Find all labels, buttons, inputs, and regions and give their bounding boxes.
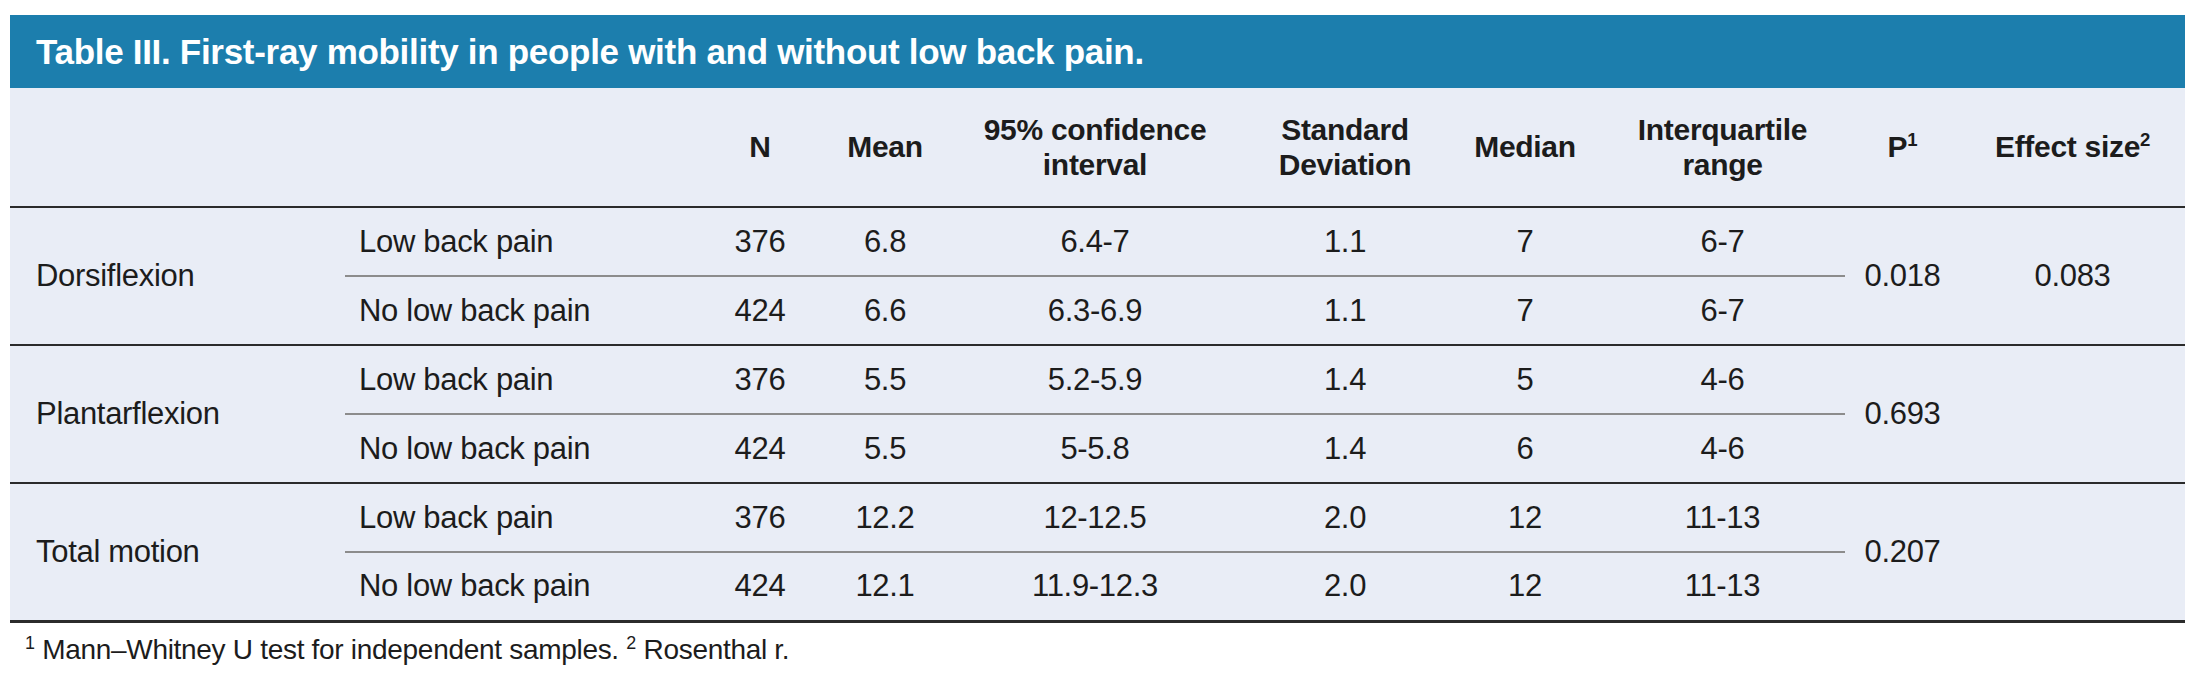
table-row: Dorsiflexion Low back pain 376 6.8 6.4-7… [10, 207, 2185, 276]
ci-cell: 11.9-12.3 [950, 552, 1240, 621]
iqr-cell: 4-6 [1600, 414, 1845, 483]
group-label-total-motion: Total motion [10, 483, 345, 621]
footnote-text-2: Rosenthal r. [643, 634, 789, 665]
effect-size-cell: 0.083 [1960, 207, 2185, 345]
ci-cell: 5.2-5.9 [950, 345, 1240, 414]
condition-cell: Low back pain [345, 207, 700, 276]
data-table: N Mean 95% confidence interval Standard … [10, 88, 2185, 623]
footnote-superscript-1: 1 [25, 632, 35, 652]
mean-cell: 12.2 [820, 483, 950, 552]
n-cell: 376 [700, 483, 820, 552]
median-cell: 12 [1450, 483, 1600, 552]
iqr-cell: 6-7 [1600, 207, 1845, 276]
iqr-cell: 11-13 [1600, 483, 1845, 552]
sd-cell: 1.4 [1240, 414, 1450, 483]
n-cell: 424 [700, 552, 820, 621]
sd-cell: 2.0 [1240, 483, 1450, 552]
header-spacer-group [10, 88, 345, 207]
header-effect-label: Effect size [1995, 130, 2140, 163]
table-title-bar: Table III. First-ray mobility in people … [10, 15, 2185, 88]
n-cell: 424 [700, 414, 820, 483]
condition-cell: Low back pain [345, 483, 700, 552]
n-cell: 424 [700, 276, 820, 345]
median-cell: 6 [1450, 414, 1600, 483]
table-row: Total motion Low back pain 376 12.2 12-1… [10, 483, 2185, 552]
ci-cell: 5-5.8 [950, 414, 1240, 483]
ci-cell: 6.3-6.9 [950, 276, 1240, 345]
iqr-cell: 11-13 [1600, 552, 1845, 621]
header-spacer-condition [345, 88, 700, 207]
sd-cell: 2.0 [1240, 552, 1450, 621]
effect-size-cell [1960, 345, 2185, 483]
condition-cell: No low back pain [345, 276, 700, 345]
p-value-cell: 0.018 [1845, 207, 1960, 345]
header-median: Median [1450, 88, 1600, 207]
median-cell: 5 [1450, 345, 1600, 414]
header-interquartile-range: Interquartile range [1600, 88, 1845, 207]
header-mean: Mean [820, 88, 950, 207]
group-label-dorsiflexion: Dorsiflexion [10, 207, 345, 345]
median-cell: 12 [1450, 552, 1600, 621]
iqr-cell: 4-6 [1600, 345, 1845, 414]
footnote-superscript-2: 2 [626, 632, 636, 652]
sd-cell: 1.1 [1240, 207, 1450, 276]
iqr-cell: 6-7 [1600, 276, 1845, 345]
footnote: 1 Mann–Whitney U test for independent sa… [10, 634, 2185, 666]
p-value-cell: 0.693 [1845, 345, 1960, 483]
n-cell: 376 [700, 345, 820, 414]
header-row: N Mean 95% confidence interval Standard … [10, 88, 2185, 207]
header-p-value: P1 [1845, 88, 1960, 207]
mean-cell: 6.8 [820, 207, 950, 276]
median-cell: 7 [1450, 276, 1600, 345]
condition-cell: No low back pain [345, 414, 700, 483]
sd-cell: 1.1 [1240, 276, 1450, 345]
ci-cell: 6.4-7 [950, 207, 1240, 276]
ci-cell: 12-12.5 [950, 483, 1240, 552]
mean-cell: 5.5 [820, 345, 950, 414]
footnote-text-1: Mann–Whitney U test for independent samp… [42, 634, 619, 665]
header-n: N [700, 88, 820, 207]
condition-cell: Low back pain [345, 345, 700, 414]
table-card: Table III. First-ray mobility in people … [10, 15, 2185, 666]
header-effect-size: Effect size2 [1960, 88, 2185, 207]
table-row: Plantarflexion Low back pain 376 5.5 5.2… [10, 345, 2185, 414]
mean-cell: 12.1 [820, 552, 950, 621]
header-standard-deviation: Standard Deviation [1240, 88, 1450, 207]
p-value-cell: 0.207 [1845, 483, 1960, 621]
header-confidence-interval: 95% confidence interval [950, 88, 1240, 207]
header-effect-superscript: 2 [2140, 129, 2150, 150]
header-p-superscript: 1 [1907, 129, 1917, 150]
table-title: Table III. First-ray mobility in people … [36, 32, 1144, 72]
mean-cell: 6.6 [820, 276, 950, 345]
median-cell: 7 [1450, 207, 1600, 276]
mean-cell: 5.5 [820, 414, 950, 483]
group-label-plantarflexion: Plantarflexion [10, 345, 345, 483]
header-p-label: P [1888, 130, 1908, 163]
condition-cell: No low back pain [345, 552, 700, 621]
sd-cell: 1.4 [1240, 345, 1450, 414]
n-cell: 376 [700, 207, 820, 276]
effect-size-cell [1960, 483, 2185, 621]
